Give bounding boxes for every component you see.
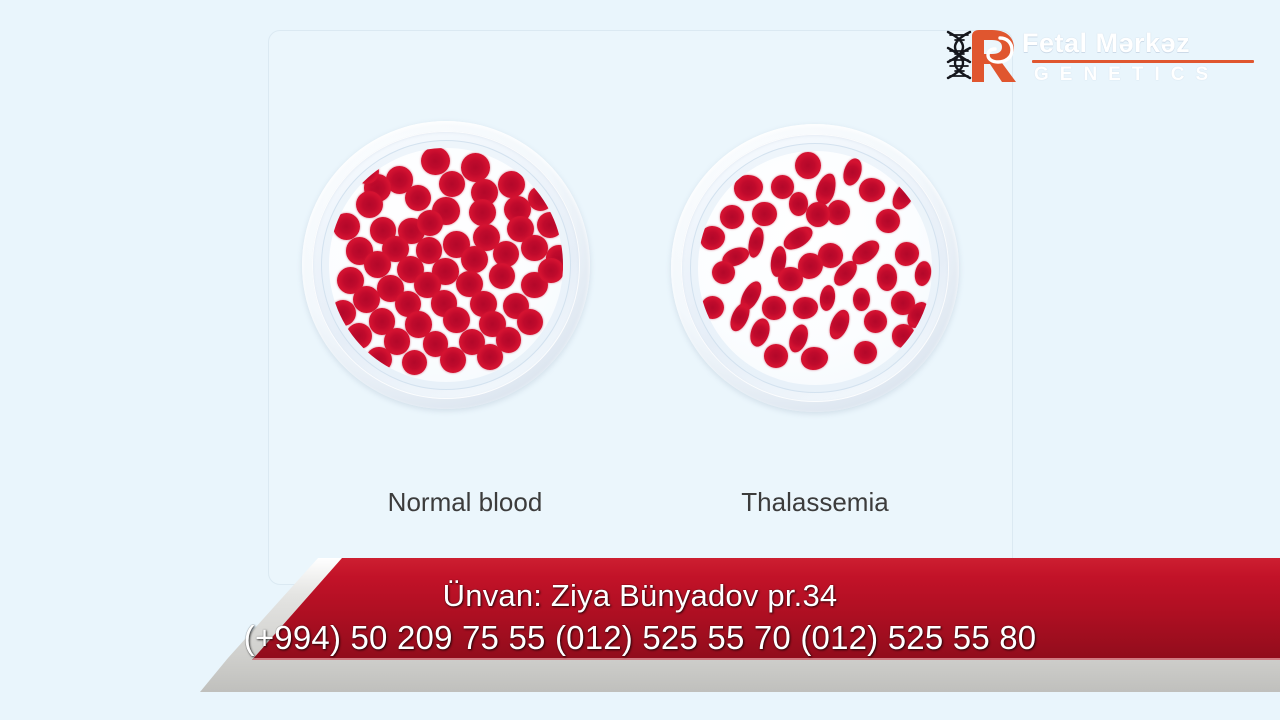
blood-cell <box>891 324 916 348</box>
contact-banner: Ünvan: Ziya Bünyadov pr.34 (+994) 50 209… <box>0 558 1280 720</box>
blood-cell <box>817 283 837 312</box>
blood-cell <box>417 210 444 236</box>
banner-highlight-line <box>252 658 1280 660</box>
banner-text-block: Ünvan: Ziya Bünyadov pr.34 (+994) 50 209… <box>0 558 1280 678</box>
logo-subtitle: GENETICS <box>1034 64 1220 85</box>
blood-cell <box>854 340 878 365</box>
blood-cell <box>488 262 516 290</box>
blood-cell <box>825 306 854 342</box>
blood-cell <box>711 260 736 285</box>
blood-cell <box>438 170 466 198</box>
blood-cell <box>476 344 503 371</box>
blood-cell <box>536 212 563 239</box>
blood-cell <box>355 190 384 219</box>
blood-cell <box>492 240 520 268</box>
blood-cell <box>521 234 548 262</box>
r-monogram-icon <box>972 30 1016 82</box>
blood-cell <box>762 296 786 320</box>
petri-dish-thalassemia-blood <box>671 124 959 412</box>
blood-cell <box>404 184 432 212</box>
petri-dish-normal-blood <box>302 121 590 409</box>
blood-cell <box>770 175 794 199</box>
banner-phones: (+994) 50 209 75 55 (012) 525 55 70 (012… <box>243 619 1037 656</box>
blood-cell <box>805 202 830 228</box>
blood-cell <box>734 175 763 202</box>
blood-cell <box>443 306 470 334</box>
blood-cell <box>746 316 773 350</box>
blood-cell <box>875 209 900 234</box>
blood-cell <box>852 287 870 312</box>
dish-caption-normal-blood: Normal blood <box>387 487 543 517</box>
banner-address: Ünvan: Ziya Bünyadov pr.34 <box>442 578 838 613</box>
blood-cell <box>354 159 380 185</box>
blood-cell <box>517 309 544 336</box>
blood-cell <box>421 148 450 176</box>
blood-cell <box>333 212 361 241</box>
blood-cell <box>497 170 525 199</box>
blood-cell <box>401 349 428 376</box>
blood-cell <box>363 251 391 279</box>
blood-cell <box>801 347 828 370</box>
logo-accent-bar <box>1032 60 1254 63</box>
dish-well-thalassemia-blood <box>698 151 932 385</box>
blood-cell <box>460 153 490 182</box>
blood-cell <box>752 201 778 227</box>
blood-cell <box>538 258 563 284</box>
blood-cell <box>345 322 373 350</box>
blood-cell <box>365 346 392 373</box>
blood-cell <box>827 200 851 225</box>
blood-cell <box>720 205 744 229</box>
blood-cell <box>795 151 821 180</box>
blood-cell <box>440 347 466 374</box>
logo-name: Fetal Mərkəz <box>1022 28 1191 58</box>
dish-well-normal-blood <box>329 148 563 382</box>
blood-cell <box>460 246 489 274</box>
blood-cell <box>527 185 554 212</box>
blood-cell <box>778 267 803 292</box>
brand-logo[interactable]: Fetal Mərkəz GENETICS <box>938 26 1258 86</box>
blood-cell <box>895 242 920 266</box>
dish-caption-thalassemia-blood: Thalassemia <box>741 487 889 517</box>
blood-cell <box>468 198 496 227</box>
blood-cell <box>792 296 819 320</box>
blood-cell <box>859 178 886 202</box>
blood-cell <box>763 344 788 368</box>
blood-cell <box>891 290 915 316</box>
dna-helix-icon <box>946 30 972 80</box>
blood-cell <box>912 259 932 287</box>
blood-cell <box>864 310 888 333</box>
logo-wordmark: Fetal Mərkəz GENETICS <box>1022 26 1254 86</box>
blood-cell <box>788 191 809 216</box>
blood-cell <box>700 295 724 319</box>
blood-cell <box>700 226 726 251</box>
blood-cell <box>329 299 357 327</box>
banner-red-band <box>252 558 1280 660</box>
blood-cell <box>726 300 754 335</box>
blood-cell <box>876 264 897 291</box>
